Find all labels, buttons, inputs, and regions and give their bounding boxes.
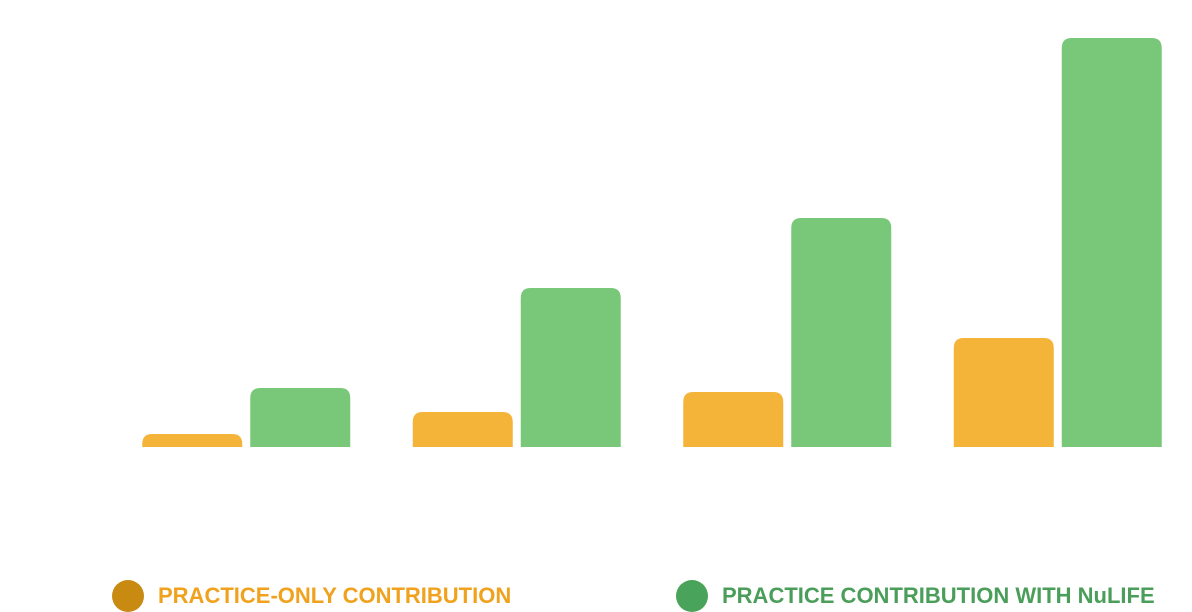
bar: [683, 392, 784, 447]
legend-marker: [112, 580, 144, 612]
bar: [791, 218, 892, 447]
bar: [520, 288, 621, 447]
bar: [953, 338, 1054, 447]
bar: [1061, 38, 1162, 447]
bar: [250, 388, 351, 447]
legend-label: PRACTICE CONTRIBUTION WITH NuLIFE: [722, 583, 1155, 608]
legend-label: PRACTICE-ONLY CONTRIBUTION: [158, 583, 511, 608]
bar: [142, 434, 243, 447]
legend-marker: [676, 580, 708, 612]
bar: [412, 412, 513, 447]
